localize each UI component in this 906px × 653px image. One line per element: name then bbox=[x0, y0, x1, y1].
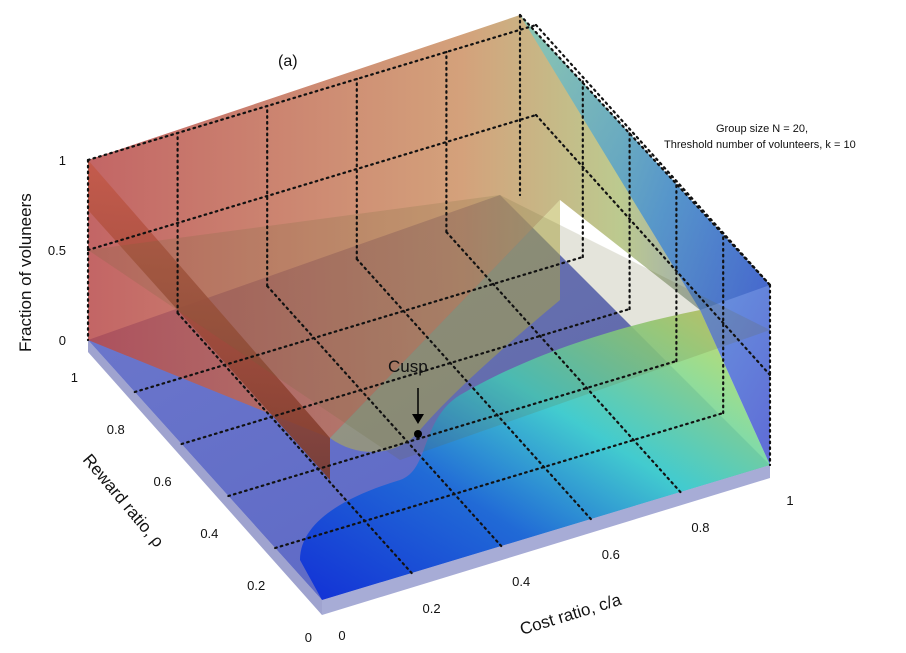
back-wall-grid-h-1 bbox=[86, 23, 538, 162]
y-tick-label-2: 0.4 bbox=[200, 526, 218, 541]
mid-plane bbox=[88, 195, 770, 460]
floor-grid-x-4 bbox=[445, 230, 682, 494]
floor-grid-y-3 bbox=[180, 307, 631, 446]
x-tick-label-5: 1 bbox=[786, 493, 793, 508]
annotation-line-2: Threshold number of volunteers, k = 10 bbox=[664, 139, 856, 151]
low-branch-surface bbox=[300, 310, 770, 600]
y-tick-label-1: 0.2 bbox=[247, 578, 265, 593]
floor-grid-x-1 bbox=[176, 311, 413, 575]
floor-front-face bbox=[322, 465, 770, 615]
x-tick-label-3: 0.6 bbox=[602, 547, 620, 562]
y-tick-label-4: 0.8 bbox=[107, 422, 125, 437]
floor-grid-x-3 bbox=[355, 257, 592, 521]
floor-grid-x-2 bbox=[266, 284, 503, 548]
z-tick-label-0: 0 bbox=[59, 333, 66, 348]
back-wall-grid-h-0 bbox=[86, 113, 538, 252]
annotation-line-1: Group size N = 20, bbox=[716, 123, 808, 135]
y-tick-label-5: 1 bbox=[71, 370, 78, 385]
cliff-wall bbox=[88, 160, 330, 480]
x-tick-label-1: 0.2 bbox=[423, 601, 441, 616]
floor-grid-y-1 bbox=[274, 411, 725, 550]
y-tick-label-3: 0.6 bbox=[154, 474, 172, 489]
floor-grid-y-2 bbox=[227, 359, 678, 498]
z-tick-label-1: 0.5 bbox=[48, 243, 66, 258]
z-axis-label: Fraction of voluneers bbox=[16, 193, 35, 352]
cusp-arrow-head bbox=[412, 414, 424, 424]
grid-lines bbox=[86, 23, 772, 575]
fold-surface bbox=[330, 200, 560, 452]
x-axis-label: Cost ratio, c/a bbox=[518, 590, 624, 639]
floor-grid-y-4 bbox=[133, 255, 584, 394]
y-tick-label-0: 0 bbox=[305, 630, 312, 645]
x-tick-label-2: 0.4 bbox=[512, 574, 530, 589]
floor-left-face bbox=[88, 340, 322, 615]
panel-label: (a) bbox=[278, 53, 298, 70]
cusp-label: Cusp bbox=[388, 357, 428, 376]
back-top-edge bbox=[518, 13, 772, 287]
x-tick-label-0: 0 bbox=[338, 628, 345, 643]
side-wall-grid-h-0 bbox=[534, 113, 772, 377]
x-tick-label-4: 0.8 bbox=[691, 520, 709, 535]
y-axis-label: Reward ratio, ρ bbox=[79, 450, 168, 551]
right-slope bbox=[520, 15, 770, 465]
z-tick-label-2: 1 bbox=[59, 153, 66, 168]
cusp-point bbox=[414, 430, 422, 438]
